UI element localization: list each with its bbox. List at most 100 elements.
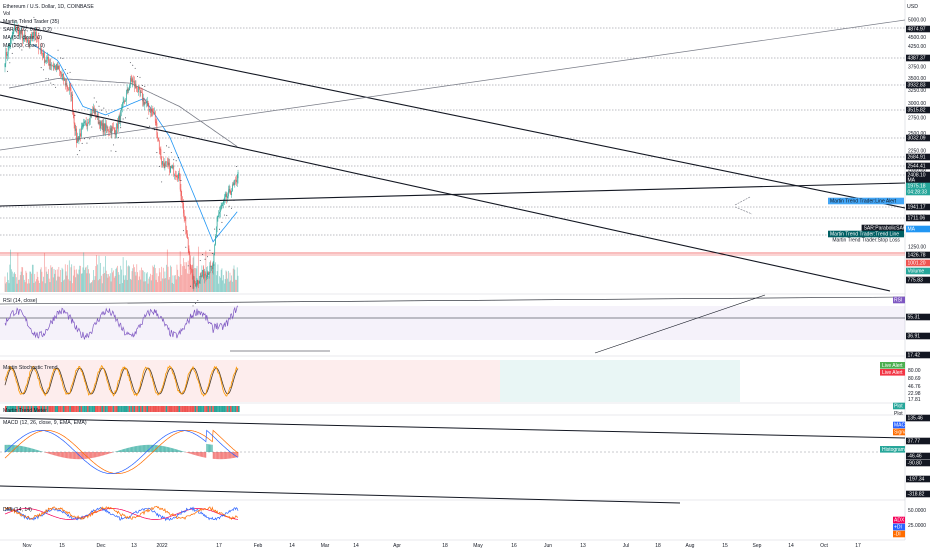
volume-bar <box>26 272 28 292</box>
volume-bar <box>189 258 191 292</box>
dmi-title[interactable]: DMI (14, 14) <box>3 507 32 513</box>
macd-title[interactable]: MACD (12, 26, close, 9, EMA, EMA) <box>3 420 87 426</box>
candle-body <box>183 203 184 214</box>
volume-bar <box>228 281 230 292</box>
volume-bar <box>5 283 7 292</box>
volume-bar <box>138 276 140 292</box>
candle-body <box>177 177 179 179</box>
sar-dot <box>173 159 175 161</box>
candle-body <box>82 124 84 127</box>
candle-body <box>100 121 101 129</box>
volume-bar <box>113 270 114 292</box>
meter-cell <box>77 406 79 412</box>
macd-hist-bar <box>81 452 83 460</box>
volume-bar <box>63 280 65 292</box>
candle-body <box>76 128 77 143</box>
macd-hist-bar <box>44 452 46 453</box>
volume-bar <box>96 255 97 292</box>
volume-bar <box>53 268 55 292</box>
indicator-label-ma200[interactable]: MA (200, close, 0) <box>3 43 45 49</box>
volume-bar <box>220 269 222 292</box>
macd-hist-bar <box>191 452 192 455</box>
macd-hist-bar <box>41 451 43 452</box>
volume-bar <box>167 266 169 292</box>
macd-hist-bar <box>205 452 207 458</box>
meter-cell <box>33 406 36 412</box>
candle-body <box>60 70 61 74</box>
drawn-trendlines[interactable] <box>0 19 906 504</box>
macd-hist-bar <box>54 452 56 456</box>
volume-bar <box>19 279 20 292</box>
rsi-title[interactable]: RSI (14, close) <box>3 298 38 304</box>
volume-bar <box>146 272 148 292</box>
level-label-text: 04:28:33 <box>908 190 928 196</box>
stoch-title[interactable]: Martin Stochastic Trend <box>3 365 58 371</box>
meter-cell <box>218 406 221 412</box>
candle-body <box>195 284 197 287</box>
side-label-text: 135.46 <box>908 416 924 422</box>
macd-hist-bar <box>103 452 105 456</box>
meter-cell <box>82 406 84 412</box>
sar-dot <box>16 43 18 45</box>
candle-body <box>64 79 66 86</box>
macd-hist-bar <box>105 452 107 455</box>
volume-bar <box>174 275 175 292</box>
volume-bar <box>219 277 221 292</box>
sar-dot <box>103 107 105 109</box>
indicator-label-sar[interactable]: SAR (0.02, 0.02, 0.2) <box>3 27 52 33</box>
volume-bar <box>44 283 46 292</box>
meter-cell <box>22 406 25 412</box>
macd-hist-bar <box>31 448 33 452</box>
sar-dot <box>228 205 230 207</box>
candle-body <box>154 112 156 122</box>
volume-bar <box>237 275 239 292</box>
macd-hist-bar <box>83 452 85 460</box>
macd-hist-bar <box>138 445 139 452</box>
volume-bar <box>20 271 22 292</box>
macd-hist-bar <box>189 452 191 454</box>
volume-bar <box>17 252 19 292</box>
sar-dot <box>120 127 122 129</box>
price-tick: 3500.00 <box>908 76 926 82</box>
meter-cell <box>189 406 192 412</box>
macd-hist-bar <box>10 444 11 452</box>
volume-bar <box>158 268 160 292</box>
meter-cell <box>67 406 70 412</box>
pane-label-bg <box>893 296 905 304</box>
meter-cell <box>61 406 63 412</box>
candle-body <box>70 87 72 97</box>
time-axis[interactable]: Nov 15 Dec 13 2022 17 Feb 14 Mar 14 Apr 18 May 16 Jun 1… <box>23 543 861 549</box>
candle-body <box>40 47 42 51</box>
level-label-bg <box>906 203 930 211</box>
candle-body <box>158 140 160 150</box>
volume-bar <box>143 281 145 292</box>
stoch-value: 80.69 <box>908 376 921 382</box>
trend-meter-title[interactable]: Martin Trend Meter <box>3 408 47 414</box>
meter-cell <box>72 406 75 412</box>
macd-hist-bar <box>63 452 65 458</box>
level-label-text: 1001.20 <box>908 261 926 267</box>
time-tick: 16 <box>511 543 517 549</box>
candle-body <box>46 58 48 62</box>
sar-dot <box>113 144 114 146</box>
macd-hist-bar <box>211 444 213 452</box>
macd-hist-bar <box>232 452 234 459</box>
price-level-labels: 4874.97 4387.37 3932.83 3515.82 3032.09 2684.… <box>906 25 930 284</box>
candle-body <box>16 26 18 30</box>
time-tick: 13 <box>131 543 137 549</box>
macd-hist-bar <box>181 451 183 452</box>
candle-body <box>106 126 108 128</box>
volume-bar <box>55 269 56 292</box>
macd-hist-bar <box>120 449 122 452</box>
meter-cell <box>125 406 128 412</box>
volume-bar <box>202 278 204 292</box>
volume-bar <box>166 264 167 292</box>
sar-dot <box>182 230 184 232</box>
indicator-label-mtt[interactable]: Martin Trend Trader (35) <box>3 19 59 25</box>
volume-bar <box>57 276 59 292</box>
indicator-label-ma50[interactable]: MA (50, close, 0) <box>3 35 42 41</box>
level-label-text: MA <box>908 178 916 184</box>
volume-bar <box>234 269 236 292</box>
volume-bar <box>141 267 142 292</box>
